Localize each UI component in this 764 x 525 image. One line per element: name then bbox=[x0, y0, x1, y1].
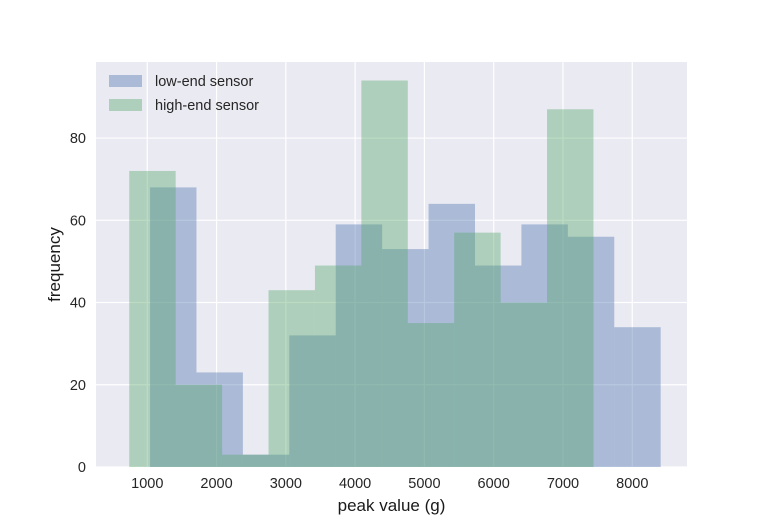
tick-labels: 1000 2000 3000 4000 5000 6000 7000 8000 0 20 40 60 8… bbox=[70, 131, 649, 492]
x-tick-label: 7000 bbox=[547, 476, 579, 492]
bar-low-end bbox=[567, 236, 615, 467]
legend-swatch-high-end bbox=[109, 99, 142, 111]
y-tick-label: 40 bbox=[70, 296, 86, 312]
bar-high-end bbox=[454, 232, 501, 467]
bar-low-end bbox=[521, 224, 568, 467]
bar-low-end bbox=[242, 454, 290, 467]
bar-high-end bbox=[222, 454, 269, 467]
x-tick-label: 2000 bbox=[200, 476, 232, 492]
legend-label-high-end: high-end sensor bbox=[155, 98, 259, 114]
y-axis-label: frequency bbox=[45, 227, 64, 302]
bar-high-end bbox=[268, 290, 315, 467]
y-tick-label: 0 bbox=[78, 460, 86, 476]
grid bbox=[96, 62, 687, 468]
bar-low-end bbox=[382, 249, 429, 467]
bar-high-end bbox=[407, 323, 455, 467]
x-tick-label: 3000 bbox=[270, 476, 302, 492]
bar-high-end bbox=[500, 302, 548, 467]
bar-high-end bbox=[361, 80, 408, 468]
bar-low-end bbox=[614, 327, 661, 467]
x-tick-label: 6000 bbox=[478, 476, 510, 492]
legend-swatch-low-end bbox=[109, 75, 142, 87]
bar-low-end bbox=[335, 224, 383, 467]
bar-high-end bbox=[129, 170, 176, 467]
bar-high-end bbox=[314, 265, 362, 467]
bar-high-end bbox=[175, 384, 223, 467]
bar-low-end bbox=[474, 265, 522, 467]
x-tick-label: 8000 bbox=[616, 476, 648, 492]
bar-low-end bbox=[428, 203, 475, 468]
bars bbox=[129, 80, 661, 468]
y-tick-label: 80 bbox=[70, 131, 86, 147]
legend-label-low-end: low-end sensor bbox=[155, 74, 253, 90]
y-tick-label: 20 bbox=[70, 378, 86, 394]
bar-high-end bbox=[547, 109, 594, 467]
x-axis-label: peak value (g) bbox=[338, 496, 446, 515]
x-tick-label: 1000 bbox=[131, 476, 163, 492]
legend: low-end sensor high-end sensor bbox=[109, 74, 259, 114]
bar-low-end bbox=[289, 335, 336, 467]
bar-low-end bbox=[196, 372, 243, 467]
y-tick-label: 60 bbox=[70, 213, 86, 229]
x-tick-label: 4000 bbox=[339, 476, 371, 492]
bar-low-end bbox=[150, 187, 197, 467]
x-tick-label: 5000 bbox=[408, 476, 440, 492]
plot-background bbox=[96, 62, 687, 467]
